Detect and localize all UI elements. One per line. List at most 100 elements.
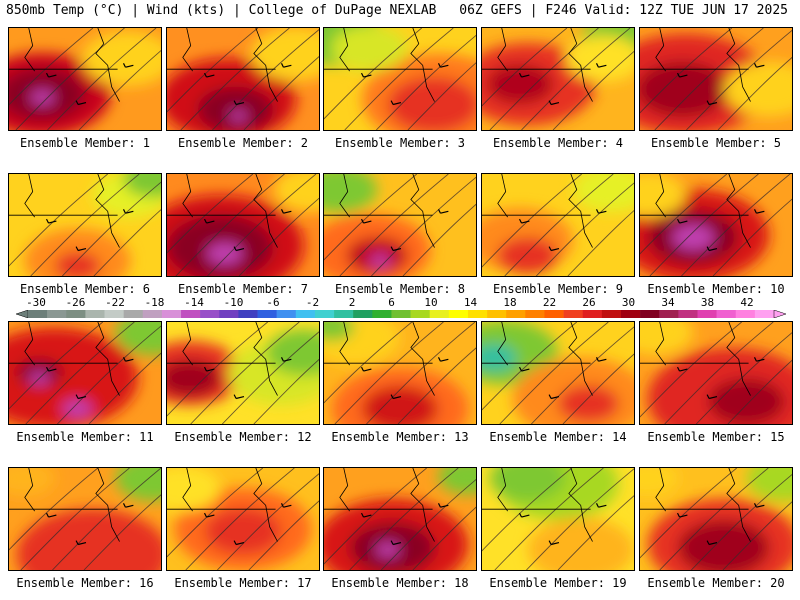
wind-barb: [203, 512, 215, 518]
ensemble-member-label: Ensemble Member: 19: [489, 576, 627, 590]
colorbar-swatch: [85, 310, 105, 318]
isoheight-contour: [535, 182, 634, 276]
colorbar-tick-label: -14: [184, 296, 204, 309]
isoheight-contour: [248, 500, 319, 570]
coastline: [339, 28, 350, 72]
isoheight-contour: [557, 495, 634, 570]
coastline: [95, 468, 120, 542]
ensemble-map-panel: [481, 27, 635, 131]
temperature-field-map: [640, 174, 792, 276]
isoheight-contour: [15, 28, 125, 130]
ensemble-map-panel: [323, 173, 477, 277]
temperature-field-map: [640, 468, 792, 570]
ensemble-member-label: Ensemble Member: 16: [16, 576, 154, 590]
temperature-field-map: [167, 28, 319, 130]
isoheight-contour: [324, 174, 418, 261]
coastline: [95, 28, 120, 102]
temperature-blob: [565, 35, 634, 82]
ensemble-map-panel: [323, 467, 477, 571]
temperature-field-map: [640, 322, 792, 424]
isoheight-contour: [83, 494, 161, 570]
isoheight-contour: [722, 501, 792, 570]
temperature-field-map: [167, 468, 319, 570]
isoheight-contour: [238, 197, 319, 276]
ensemble-member-label: Ensemble Member: 17: [174, 576, 312, 590]
coastline: [655, 28, 666, 72]
colorbar-swatch: [47, 310, 67, 318]
colorbar-tick-label: -10: [223, 296, 244, 309]
coastline: [253, 174, 278, 248]
colorbar-arrow-right: [773, 310, 786, 318]
temperature-field-map: [482, 322, 634, 424]
ensemble-map-panel: [8, 27, 162, 131]
isoheight-contour: [489, 28, 599, 130]
wind-barb: [706, 540, 718, 546]
isoheight-contour: [243, 56, 319, 130]
isoheight-contour: [562, 353, 634, 424]
isoheight-contour: [324, 28, 422, 120]
coastline: [726, 174, 751, 248]
wind-barb: [233, 246, 245, 252]
coastline: [253, 322, 278, 396]
coastline: [95, 174, 120, 248]
coastline: [655, 468, 666, 512]
coastline: [24, 174, 35, 218]
colorbar-swatch: [601, 310, 622, 318]
colorbar-swatch: [104, 310, 124, 318]
temperature-blob: [205, 508, 281, 555]
wind-barb: [548, 246, 560, 252]
wind-barb: [676, 218, 688, 224]
colorbar-swatch: [754, 310, 775, 318]
isoheight-contour: [640, 174, 728, 255]
colorbar-tick-label: 14: [463, 296, 478, 309]
wind-barb: [233, 100, 245, 106]
colorbar-tick-label: -26: [65, 296, 86, 309]
wind-barb: [390, 394, 402, 400]
ensemble-map-panel: [481, 467, 635, 571]
temperature-blob: [229, 110, 248, 122]
isoheight-contour: [521, 28, 631, 130]
wind-barb: [75, 100, 87, 106]
colorbar-swatch: [582, 310, 603, 318]
temperature-blob: [387, 76, 476, 130]
temperature-blob: [30, 90, 55, 105]
wind-barb: [437, 357, 449, 362]
colorbar-swatch: [735, 310, 756, 318]
isoheight-contour: [371, 176, 476, 276]
colorbar-swatch: [66, 310, 86, 318]
isoheight-contour: [531, 326, 634, 424]
coastline: [655, 174, 666, 218]
temperature-blob: [362, 385, 438, 424]
ensemble-map-panel: [639, 321, 793, 425]
temperature-blob: [573, 174, 634, 213]
isoheight-contour: [552, 50, 634, 130]
temperature-blob: [115, 468, 161, 502]
wind-barb: [360, 366, 372, 372]
isoheight-contour: [167, 28, 259, 113]
isoheight-contour: [526, 468, 634, 570]
isoheight-contour: [727, 359, 792, 424]
isoheight-contour: [695, 332, 792, 424]
isoheight-contour: [349, 468, 459, 570]
coastline: [24, 468, 35, 512]
colorbar-tick-label: 26: [582, 296, 596, 309]
colorbar-tick-label: 30: [621, 296, 636, 309]
colorbar-tick-label: 22: [542, 296, 557, 309]
temperature-blob: [250, 28, 319, 82]
wind-barb: [753, 503, 765, 508]
wind-barb: [595, 63, 607, 68]
colorbar-swatch: [295, 310, 316, 318]
coastline: [24, 322, 35, 366]
ensemble-map-panel: [639, 27, 793, 131]
isoheight-contour: [47, 28, 157, 130]
wind-barb: [437, 209, 449, 214]
wind-barb: [45, 512, 57, 518]
isoheight-contour: [494, 468, 604, 570]
temperature-blob: [489, 468, 566, 502]
coastline: [568, 468, 593, 542]
coastline: [568, 28, 593, 102]
isoheight-contour: [504, 174, 614, 276]
coastline: [726, 468, 751, 542]
ensemble-member-label: Ensemble Member: 6: [19, 282, 151, 296]
coastline: [95, 322, 120, 396]
